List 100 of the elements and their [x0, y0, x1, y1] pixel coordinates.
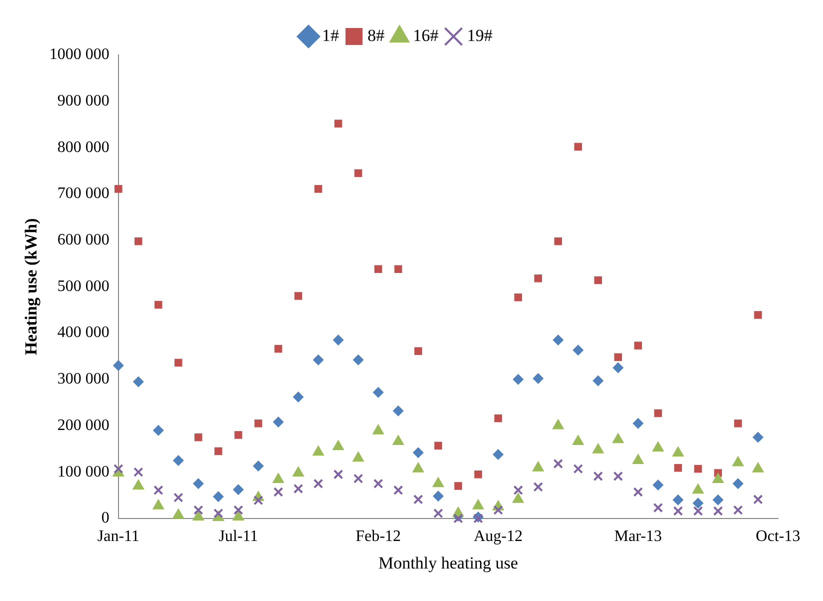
point [432, 490, 444, 502]
point [633, 487, 643, 497]
point [134, 467, 144, 477]
point [253, 495, 264, 506]
point [712, 494, 724, 506]
y-tick-label: 600 000 [57, 232, 110, 249]
point [234, 431, 242, 439]
point [632, 418, 644, 429]
point [212, 491, 224, 502]
y-tick-label: 200 000 [57, 416, 110, 434]
point [293, 484, 304, 494]
point [312, 354, 324, 366]
point [592, 375, 604, 386]
point [493, 505, 504, 515]
legend-label: 8# [368, 26, 385, 45]
point [752, 432, 764, 443]
point [292, 391, 304, 402]
point [713, 506, 723, 516]
point [433, 508, 444, 518]
legend-label: 19# [467, 26, 493, 45]
point [734, 420, 742, 428]
x-tick-label: Aug-12 [474, 528, 523, 546]
point [412, 447, 424, 458]
y-axis-title: Heating use (kWh) [22, 218, 41, 356]
point [634, 342, 642, 350]
point [353, 474, 364, 484]
point [153, 485, 164, 496]
point [514, 293, 522, 302]
point [192, 478, 204, 490]
point [414, 347, 422, 355]
point [573, 464, 584, 474]
x-axis-title: Monthly heating use [378, 553, 518, 572]
point [193, 505, 204, 515]
point [694, 464, 702, 473]
y-tick-label: 0 [101, 510, 110, 527]
point [673, 506, 683, 516]
point [654, 409, 662, 418]
point [674, 464, 682, 472]
point [232, 484, 244, 496]
point [273, 487, 284, 497]
point [594, 276, 602, 284]
y-tick-label: 100 000 [57, 463, 110, 480]
x-tick-label: Feb-12 [356, 528, 401, 546]
point [733, 505, 743, 515]
x-tick-label: Mar-13 [614, 528, 662, 546]
point [352, 354, 364, 366]
point [372, 386, 384, 398]
point [512, 374, 524, 385]
point [374, 265, 382, 273]
legend-label: 1# [322, 26, 340, 45]
point [453, 514, 464, 524]
point [272, 416, 284, 428]
point [232, 510, 244, 521]
point [373, 478, 384, 489]
point [152, 424, 164, 436]
point [254, 420, 262, 428]
point [533, 482, 544, 492]
x-tick-label: Jul-11 [218, 528, 258, 546]
y-tick-label: 500 000 [57, 278, 110, 295]
point [172, 454, 184, 466]
point [314, 185, 322, 193]
x-tick-label: Jan-11 [97, 528, 140, 546]
point [474, 470, 482, 478]
point [354, 169, 362, 178]
point [334, 120, 342, 128]
point [393, 485, 404, 496]
point [572, 344, 584, 356]
point [434, 442, 442, 450]
point [534, 274, 542, 282]
point [672, 446, 684, 457]
point [294, 292, 302, 300]
point [313, 478, 324, 489]
y-tick-label: 400 000 [57, 324, 110, 342]
point [192, 510, 204, 521]
point [214, 447, 222, 456]
y-tick-label: 300 000 [57, 370, 110, 388]
point [413, 494, 424, 504]
point [252, 460, 264, 472]
x-tick-label: Oct-13 [756, 528, 800, 546]
point [213, 508, 224, 518]
point [114, 464, 124, 474]
legend-label: 16# [413, 26, 439, 45]
point [274, 344, 282, 353]
y-tick-label: 900 000 [57, 92, 110, 110]
point [454, 482, 462, 490]
point [332, 334, 344, 346]
point [552, 334, 564, 346]
y-tick-label: 1000 000 [49, 46, 110, 64]
point [233, 505, 244, 515]
point [613, 471, 623, 482]
point [574, 142, 582, 151]
point [732, 478, 744, 490]
point [394, 265, 402, 273]
point [612, 362, 624, 374]
point [553, 458, 564, 469]
point [513, 485, 524, 496]
point [392, 405, 404, 416]
point [492, 448, 504, 460]
y-tick-label: 800 000 [57, 138, 110, 156]
point [653, 502, 663, 513]
